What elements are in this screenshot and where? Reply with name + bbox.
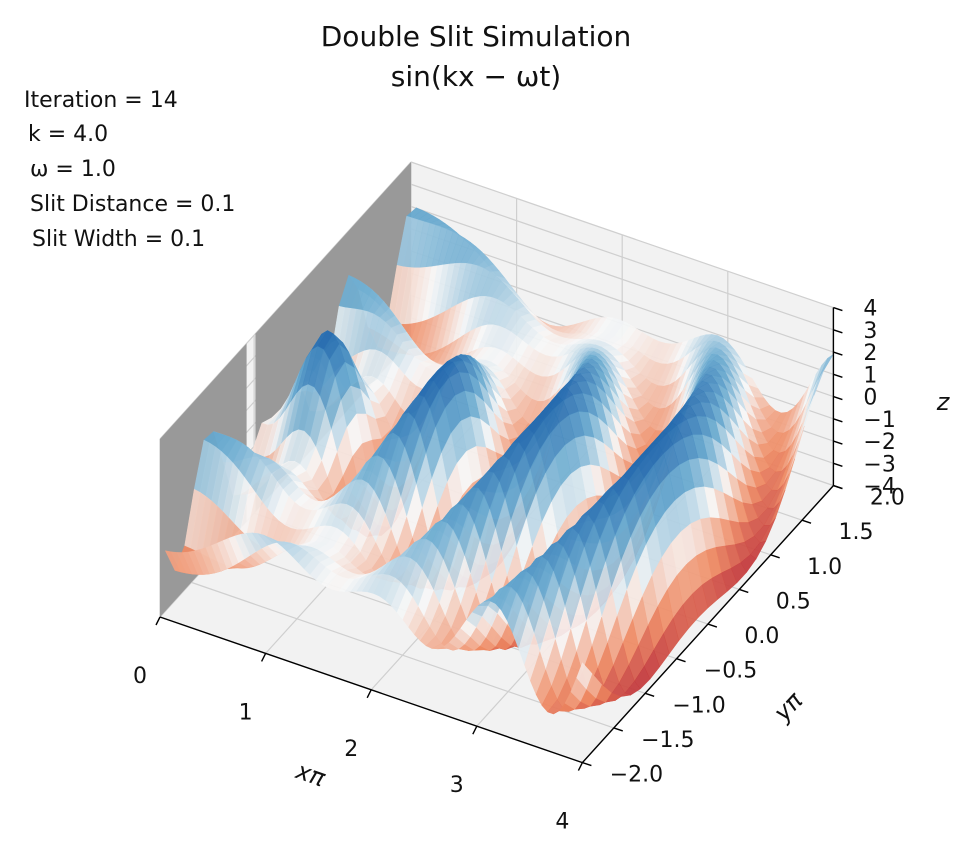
x-tick-label: 2 (344, 737, 358, 762)
info-iteration: Iteration = 14 (24, 88, 178, 113)
y-tick (582, 761, 592, 767)
z-tick-label: 1 (863, 363, 877, 388)
y-tick (676, 658, 686, 663)
info-omega: ω = 1.0 (30, 157, 116, 182)
x-tick-label: 4 (555, 810, 569, 835)
info-slit-distance: Slit Distance = 0.1 (30, 192, 236, 217)
x-tick (155, 616, 161, 626)
z-tick (833, 395, 843, 401)
y-tick-label: 1.0 (807, 555, 842, 580)
chart-title: Double Slit Simulation (320, 20, 632, 53)
y-tick-label: 1.5 (839, 520, 874, 545)
y-tick-label: −1.5 (641, 728, 694, 753)
x-tick-label: 1 (239, 700, 253, 725)
y-tick-label: −1.0 (672, 693, 725, 718)
z-tick-label: −2 (863, 430, 895, 455)
tick-marks (155, 306, 843, 771)
y-tick-label: 0.0 (744, 624, 779, 649)
y-tick (739, 588, 749, 594)
grid-z-back (410, 183, 834, 331)
z-tick (833, 418, 843, 423)
z-tick (833, 484, 843, 490)
z-tick (833, 306, 843, 312)
z-tick-label: 3 (863, 319, 877, 344)
info-k: k = 4.0 (28, 122, 109, 147)
y-tick-label: 0.5 (776, 590, 811, 615)
z-tick-label: −4 (863, 475, 895, 500)
x-axis-label: xπ (292, 756, 330, 792)
grid-z-back (410, 161, 834, 309)
y-tick-label: 2.0 (870, 486, 905, 511)
z-tick-label: 2 (863, 341, 877, 366)
x-tick (366, 689, 372, 699)
y-tick (613, 727, 623, 732)
z-axis-label: z (936, 388, 951, 416)
x-tick (577, 762, 584, 771)
wave-surface (164, 207, 834, 715)
chart-subtitle: sin(kx − ωt) (390, 60, 562, 93)
y-tick (770, 554, 780, 559)
z-tick-label: 0 (863, 386, 877, 411)
info-slit-width: Slit Width = 0.1 (32, 227, 206, 252)
tick-labels: 01234−2.0−1.5−1.0−0.50.00.51.01.52.0−4−3… (133, 297, 905, 835)
y-tick-label: −0.5 (704, 659, 757, 684)
z-tick (833, 373, 843, 379)
x-tick (260, 653, 267, 662)
surface-facet (576, 662, 593, 690)
z-tick (833, 329, 843, 334)
y-tick (707, 623, 718, 628)
x-tick-label: 3 (450, 773, 464, 798)
z-tick (833, 462, 843, 468)
x-tick (472, 725, 478, 735)
y-tick (644, 692, 655, 698)
z-tick-label: −3 (863, 452, 895, 477)
y-tick-label: −2.0 (610, 763, 663, 788)
z-tick (833, 440, 843, 445)
y-axis-label: yπ (767, 686, 808, 727)
z-tick-label: 4 (863, 297, 877, 322)
grid-z-back (410, 205, 834, 353)
z-tick-label: −1 (863, 408, 895, 433)
y-tick (801, 519, 812, 524)
z-tick (833, 351, 843, 356)
x-tick-label: 0 (133, 664, 147, 689)
